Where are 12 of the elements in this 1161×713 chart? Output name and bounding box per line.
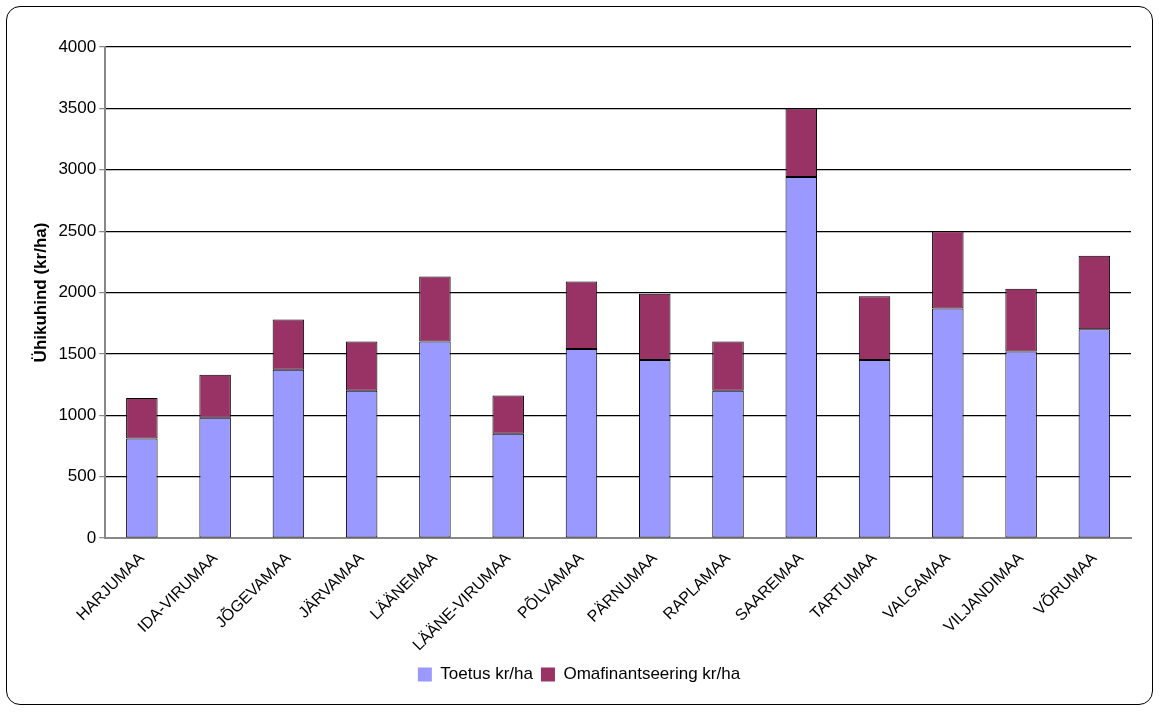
y-tick-label: 4000 [58,36,97,56]
y-tick-label: 1000 [58,404,97,424]
y-tick-label: 500 [67,466,97,486]
y-tick-label: 1500 [58,343,97,363]
y-tick-label: 2000 [58,282,97,302]
y-tick-label: 0 [86,527,97,547]
y-axis-title: Ühikuhind (kr/ha) [30,222,50,363]
y-tick-label: 2500 [58,220,97,240]
y-tick-label: 3000 [58,159,97,179]
legend-label: Toetus kr/ha [440,664,534,684]
legend-label: Omafinantseering kr/ha [563,664,741,684]
y-tick-label: 3500 [58,98,97,118]
